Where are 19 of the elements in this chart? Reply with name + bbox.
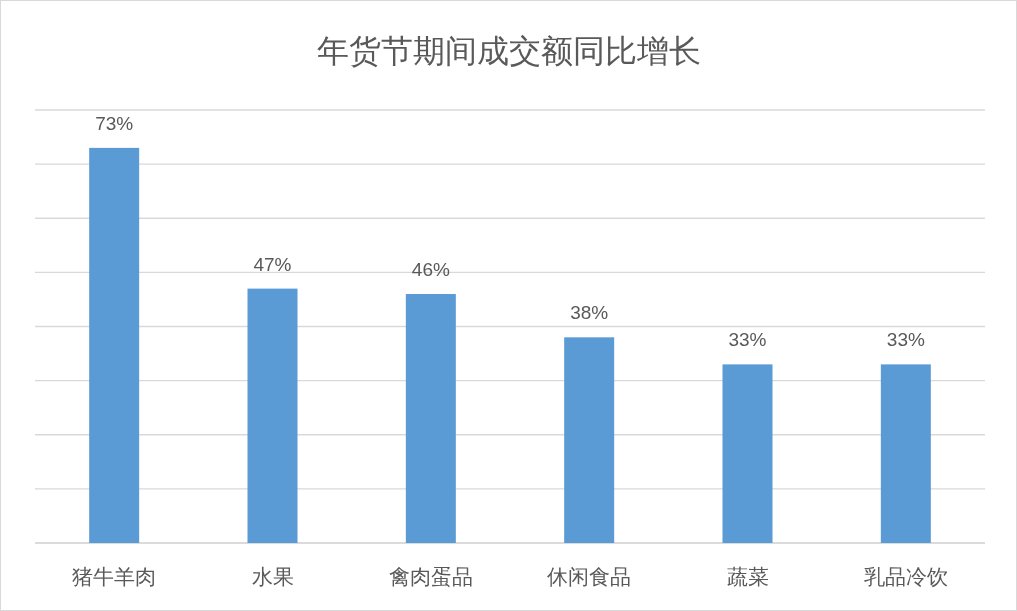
bar — [722, 364, 773, 543]
x-tick-label: 水果 — [251, 565, 294, 588]
x-tick-label: 蔬菜 — [726, 565, 769, 588]
x-tick-label: 乳品冷饮 — [863, 565, 948, 588]
data-label: 33% — [728, 329, 767, 351]
chart-title: 年货节期间成交额同比增长 — [316, 33, 701, 69]
x-tick-label: 猪牛羊肉 — [72, 565, 157, 588]
bar — [405, 294, 456, 543]
x-tick-label: 休闲食品 — [547, 565, 632, 588]
bar — [247, 288, 298, 543]
data-label: 47% — [253, 253, 292, 275]
x-tick-label: 禽肉蛋品 — [388, 565, 473, 588]
data-label: 38% — [570, 302, 609, 324]
bar — [89, 147, 140, 543]
data-label: 73% — [95, 112, 134, 134]
bar — [564, 337, 615, 543]
data-label: 33% — [886, 329, 925, 351]
data-label: 46% — [411, 259, 450, 281]
bar — [880, 364, 931, 543]
